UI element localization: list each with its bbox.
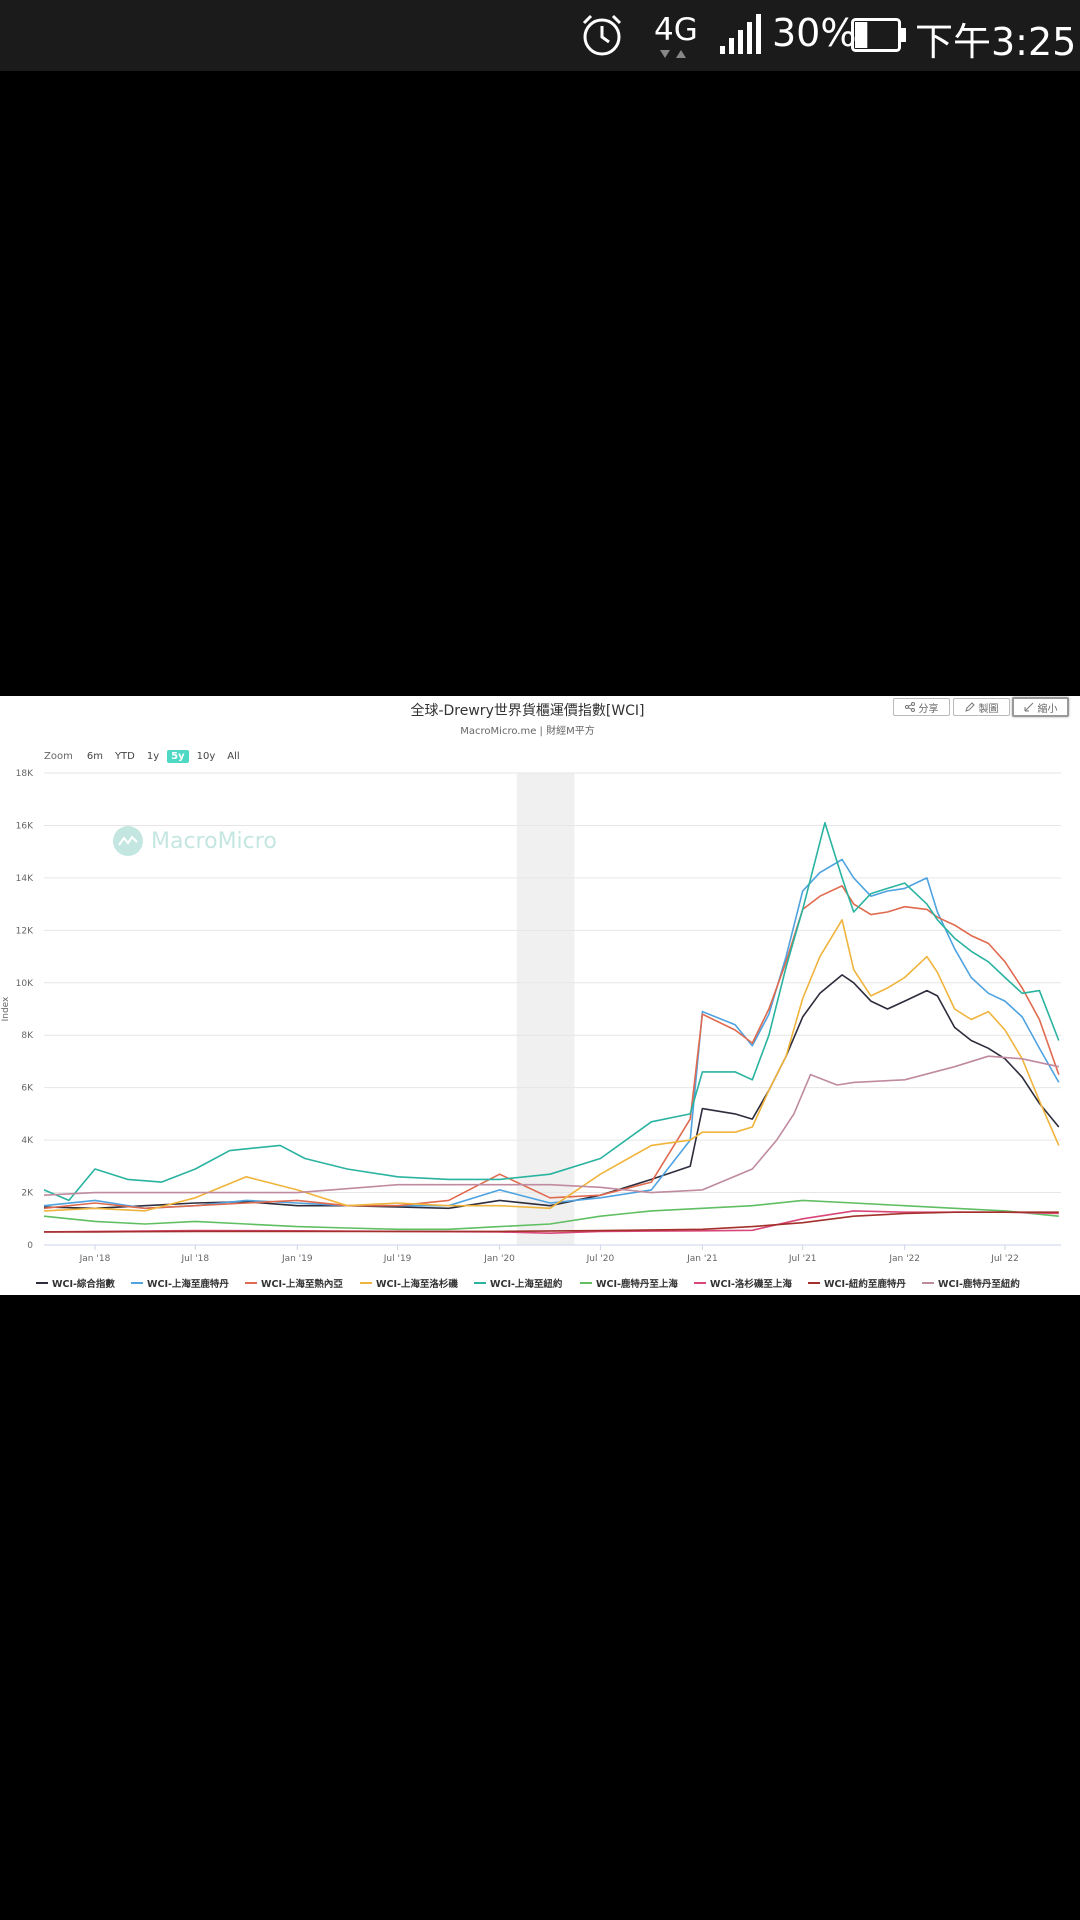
y-tick-label: 18K bbox=[16, 769, 34, 779]
legend-swatch bbox=[131, 1282, 143, 1284]
x-tick-label: Jul '18 bbox=[180, 1254, 209, 1264]
x-tick-label: Jan '22 bbox=[888, 1254, 920, 1264]
shrink-button[interactable]: 縮小 bbox=[1012, 697, 1069, 717]
legend-label: WCI-上海至紐約 bbox=[490, 1279, 563, 1290]
y-tick-label: 0 bbox=[27, 1241, 33, 1251]
y-tick-label: 4K bbox=[21, 1136, 34, 1146]
legend-item[interactable]: WCI-上海至鹿特丹 bbox=[131, 1276, 229, 1290]
y-axis-label: Index bbox=[1, 996, 11, 1021]
series-line-9 bbox=[43, 1055, 1059, 1196]
share-label: 分享 bbox=[918, 703, 939, 715]
zoom-label: Zoom bbox=[44, 750, 73, 762]
x-tick-label: Jul '20 bbox=[586, 1254, 615, 1264]
series-line-4 bbox=[43, 919, 1060, 1212]
network-type: 4G bbox=[654, 12, 698, 48]
x-tick-label: Jul '21 bbox=[788, 1254, 817, 1264]
legend-swatch bbox=[694, 1282, 706, 1284]
draw-label: 製圖 bbox=[978, 703, 999, 715]
series-line-6 bbox=[43, 1199, 1059, 1231]
macromicro-logo-icon bbox=[113, 826, 143, 856]
legend-item[interactable]: WCI-鹿特丹至上海 bbox=[580, 1276, 678, 1290]
legend-swatch bbox=[474, 1282, 486, 1284]
legend-swatch bbox=[360, 1282, 372, 1284]
zoom-6m-button[interactable]: 6m bbox=[86, 750, 103, 762]
watermark-text: MacroMicro bbox=[151, 828, 277, 854]
legend-item[interactable]: WCI-綜合指數 bbox=[36, 1276, 115, 1290]
legend-swatch bbox=[808, 1282, 820, 1284]
legend-label: WCI-洛杉磯至上海 bbox=[710, 1279, 792, 1290]
legend-item[interactable]: WCI-紐約至鹿特丹 bbox=[808, 1276, 906, 1290]
series-line-3 bbox=[43, 885, 1060, 1210]
legend-swatch bbox=[36, 1282, 48, 1284]
y-tick-label: 8K bbox=[21, 1031, 34, 1041]
y-tick-label: 12K bbox=[16, 926, 34, 936]
battery-icon bbox=[851, 18, 906, 52]
pencil-icon bbox=[964, 702, 975, 712]
x-tick-label: Jan '19 bbox=[281, 1254, 313, 1264]
legend-item[interactable]: WCI-上海至洛杉磯 bbox=[360, 1276, 458, 1290]
shaded-band bbox=[516, 773, 575, 1245]
series-line-2 bbox=[43, 858, 1060, 1210]
chart-title: 全球-Drewry世界貨櫃運價指數[WCI] bbox=[410, 703, 645, 719]
x-tick-label: Jul '19 bbox=[383, 1254, 412, 1264]
share-icon bbox=[904, 702, 915, 712]
chart: 0 2K 4K 6K 8K 10K 12K 14K 16K 18K Index Jan '18 Jul … bbox=[1, 769, 1061, 1264]
zoom-all-button[interactable]: All bbox=[227, 750, 240, 762]
y-tick-label: 16K bbox=[16, 821, 34, 831]
legend-label: WCI-上海至鹿特丹 bbox=[147, 1279, 229, 1290]
legend-label: WCI-鹿特丹至紐約 bbox=[938, 1279, 1020, 1290]
legend-label: WCI-綜合指數 bbox=[52, 1279, 115, 1290]
legend-item[interactable]: WCI-上海至紐約 bbox=[474, 1276, 562, 1290]
legend-swatch bbox=[922, 1282, 934, 1284]
legend-swatch bbox=[245, 1282, 257, 1284]
legend-label: WCI-紐約至鹿特丹 bbox=[824, 1279, 906, 1290]
chart-panel: 0 2K 4K 6K 8K 10K 12K 14K 16K 18K Index Jan '18 Jul … bbox=[0, 696, 1080, 1295]
shrink-icon bbox=[1024, 702, 1033, 712]
clock-time: 下午3:25 bbox=[915, 20, 1077, 64]
series-line-8 bbox=[44, 1211, 1059, 1233]
legend-label: WCI-鹿特丹至上海 bbox=[596, 1279, 678, 1290]
zoom-ytd-button[interactable]: YTD bbox=[114, 750, 135, 762]
alarm-clock-icon bbox=[582, 14, 622, 56]
chart-subtitle: MacroMicro.me | 財經M平方 bbox=[460, 726, 595, 737]
y-tick-label: 6K bbox=[21, 1084, 34, 1094]
x-tick-label: Jan '18 bbox=[79, 1254, 111, 1264]
legend-item[interactable]: WCI-鹿特丹至紐約 bbox=[922, 1276, 1020, 1290]
legend-label: WCI-上海至洛杉磯 bbox=[376, 1279, 458, 1290]
legend-label: WCI-上海至熱內亞 bbox=[261, 1279, 343, 1290]
legend-item[interactable]: WCI-洛杉磯至上海 bbox=[694, 1276, 792, 1290]
x-tick-label: Jul '22 bbox=[990, 1254, 1019, 1264]
battery-percent: 30% bbox=[772, 11, 857, 55]
legend-item[interactable]: WCI-上海至熱內亞 bbox=[245, 1276, 343, 1290]
watermark: MacroMicro bbox=[113, 826, 277, 856]
y-tick-label: 14K bbox=[16, 874, 34, 884]
y-tick-label: 10K bbox=[16, 979, 34, 989]
series-line-5 bbox=[43, 822, 1060, 1202]
zoom-1y-button[interactable]: 1y bbox=[146, 750, 160, 762]
share-button[interactable]: 分享 bbox=[893, 698, 950, 716]
chart-legend: WCI-綜合指數 WCI-上海至鹿特丹 WCI-上海至熱內亞 WCI-上海至洛杉磯 WC… bbox=[0, 1276, 1080, 1292]
x-tick-label: Jan '21 bbox=[686, 1254, 718, 1264]
zoom-5y-button[interactable]: 5y bbox=[167, 749, 189, 763]
draw-button[interactable]: 製圖 bbox=[953, 698, 1010, 716]
zoom-10y-button[interactable]: 10y bbox=[196, 750, 216, 762]
y-tick-label: 2K bbox=[21, 1189, 34, 1199]
signal-icon bbox=[720, 14, 761, 54]
legend-swatch bbox=[580, 1282, 592, 1284]
network-4g-icon: 4G bbox=[652, 12, 698, 62]
status-bar: 4G 30% 下午3:25 bbox=[0, 0, 1080, 71]
shrink-label: 縮小 bbox=[1037, 703, 1058, 715]
x-tick-label: Jan '20 bbox=[483, 1254, 515, 1264]
zoom-selector: Zoom 6m YTD 1y 5y 10y All bbox=[44, 747, 248, 765]
